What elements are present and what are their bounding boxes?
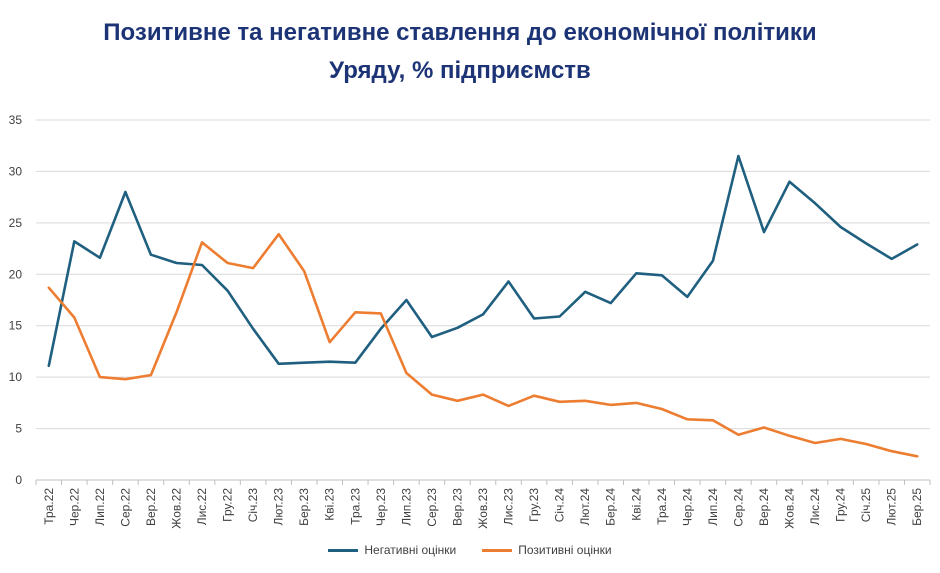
chart-title-line-2: Уряду, % підприємств xyxy=(329,57,591,84)
x-tick-label: Жов.23 xyxy=(476,488,490,529)
legend-swatch-positive xyxy=(482,548,513,552)
y-tick-label: 20 xyxy=(9,267,23,281)
x-tick-label: Лют.25 xyxy=(885,488,899,526)
y-tick-label: 0 xyxy=(15,473,22,487)
x-tick-label: Лис.22 xyxy=(195,488,209,526)
x-tick-label: Тра.23 xyxy=(348,488,362,525)
x-tick-label: Сер.23 xyxy=(425,488,439,527)
x-tick-label: Бер.24 xyxy=(604,488,618,526)
x-tick-label: Чер.23 xyxy=(374,488,388,526)
x-tick-label: Січ.24 xyxy=(553,488,567,523)
x-tick-label: Лют.23 xyxy=(272,488,286,526)
x-tick-label: Лип.22 xyxy=(93,488,107,526)
x-tick-label: Лип.24 xyxy=(706,488,720,526)
x-tick-label: Вер.23 xyxy=(450,488,464,526)
x-tick-label: Гру.23 xyxy=(527,488,541,522)
x-tick-label: Гру.22 xyxy=(221,488,235,522)
y-tick-label: 30 xyxy=(9,164,23,178)
x-tick-label: Кві.24 xyxy=(629,488,643,521)
x-tick-label: Лип.23 xyxy=(399,488,413,526)
x-tick-label: Лис.23 xyxy=(502,488,516,526)
y-tick-label: 15 xyxy=(9,319,23,333)
x-tick-label: Чер.24 xyxy=(680,488,694,526)
legend: Негативні оцінки Позитивні оцінки xyxy=(0,543,940,557)
x-tick-label: Кві.23 xyxy=(323,488,337,521)
y-tick-label: 10 xyxy=(9,370,23,384)
x-tick-label: Тра.22 xyxy=(42,488,56,525)
x-tick-label: Сер.24 xyxy=(731,488,745,527)
x-tick-label: Січ.23 xyxy=(246,488,260,523)
x-tick-label: Сер.22 xyxy=(118,488,132,527)
legend-item-positive: Позитивні оцінки xyxy=(482,543,612,557)
x-tick-label: Бер.25 xyxy=(910,488,924,526)
series-line-positive xyxy=(47,232,919,458)
y-tick-label: 5 xyxy=(15,422,22,436)
x-tick-label: Тра.24 xyxy=(655,488,669,525)
x-tick-label: Чер.22 xyxy=(67,488,81,526)
x-tick-label: Вер.24 xyxy=(757,488,771,526)
chart-title: Позитивне та негативне ставлення до екон… xyxy=(0,14,920,90)
x-tick-label: Вер.22 xyxy=(144,488,158,526)
x-tick-label: Лют.24 xyxy=(578,488,592,526)
x-tick-label: Гру.24 xyxy=(834,488,848,522)
series-line-negative xyxy=(47,154,919,368)
x-tick-label: Лис.24 xyxy=(808,488,822,526)
x-tick-label: Січ.25 xyxy=(859,488,873,523)
legend-label-negative: Негативні оцінки xyxy=(364,543,457,557)
legend-label-positive: Позитивні оцінки xyxy=(518,543,612,557)
y-tick-label: 35 xyxy=(9,113,23,127)
x-tick-label: Жов.22 xyxy=(169,488,183,529)
legend-swatch-negative xyxy=(328,548,359,552)
x-tick-label: Бер.23 xyxy=(297,488,311,526)
y-tick-label: 25 xyxy=(9,216,23,230)
legend-item-negative: Негативні оцінки xyxy=(328,543,456,557)
chart-title-line-1: Позитивне та негативне ставлення до екон… xyxy=(103,19,817,46)
x-tick-label: Жов.24 xyxy=(783,488,797,529)
